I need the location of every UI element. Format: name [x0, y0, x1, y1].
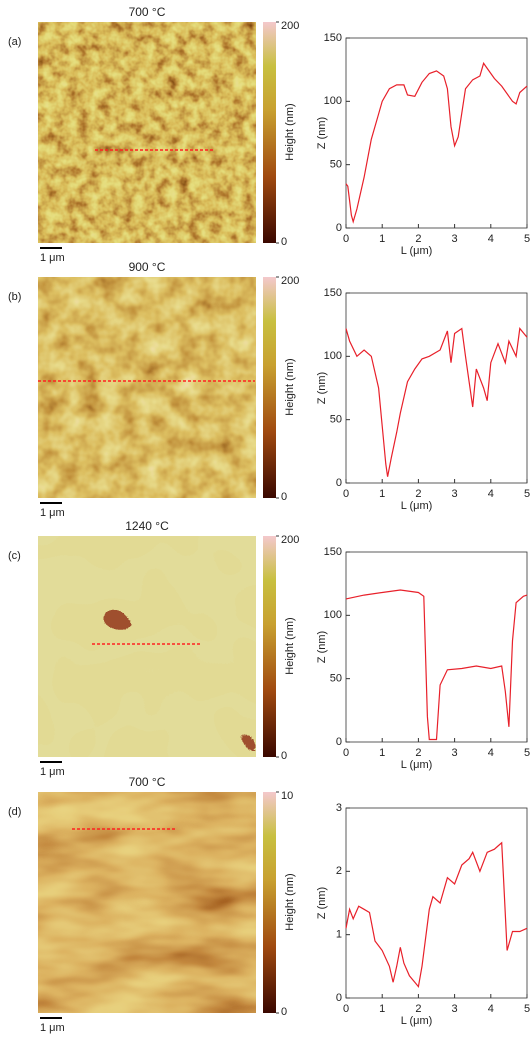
- y-tick-label: 2: [336, 865, 342, 877]
- y-tick-label: 1: [336, 929, 342, 941]
- x-axis-label: L (μm): [401, 759, 433, 771]
- colorbar-tick-label: 10: [281, 790, 293, 802]
- panel: (d) 700 °C 1 μm 0 10 Height (nm) 0 1 2 3 0 1 2 3 4 5 L (…: [8, 775, 530, 1034]
- colorbar: [263, 536, 276, 757]
- y-axis-label: Z (nm): [316, 117, 328, 149]
- x-axis-label: L (μm): [401, 500, 433, 512]
- y-tick-label: 100: [324, 609, 342, 621]
- colorbar-tick-label: 0: [281, 491, 287, 503]
- y-tick-label: 0: [336, 477, 342, 489]
- panel-title: 700 °C: [129, 5, 166, 19]
- plot-frame: [345, 551, 528, 743]
- x-tick-label: 0: [343, 1003, 349, 1015]
- colorbar-tick-label: 0: [281, 1006, 287, 1018]
- colorbar-label: Height (nm): [284, 358, 296, 415]
- x-tick-label: 3: [452, 488, 458, 500]
- colorbar: [263, 277, 276, 498]
- colorbar: [263, 22, 276, 243]
- y-tick-label: 0: [336, 222, 342, 234]
- x-tick-label: 2: [415, 747, 421, 759]
- panel-label: (a): [8, 36, 21, 48]
- x-axis-label: L (μm): [401, 245, 433, 257]
- panel-label: (d): [8, 806, 21, 818]
- panel-label: (b): [8, 291, 21, 303]
- x-tick-label: 2: [415, 1003, 421, 1015]
- y-tick-label: 150: [324, 287, 342, 299]
- x-tick-label: 2: [415, 233, 421, 245]
- afm-image: [38, 792, 256, 1013]
- x-tick-label: 1: [379, 747, 385, 759]
- scale-bar-label: 1 μm: [40, 507, 65, 519]
- plot-frame: [345, 292, 528, 484]
- x-tick-label: 0: [343, 233, 349, 245]
- colorbar-tick-label: 200: [281, 534, 299, 546]
- scale-bar-label: 1 μm: [40, 766, 65, 778]
- panel: (c) 1240 °C 1 μm 0 200 Height (nm) 0 50 100 150 0 1…: [8, 519, 530, 778]
- y-tick-label: 3: [336, 802, 342, 814]
- afm-image: [38, 22, 256, 243]
- panel-title: 1240 °C: [125, 519, 169, 533]
- x-tick-label: 5: [524, 1003, 530, 1015]
- y-tick-label: 100: [324, 350, 342, 362]
- panel-title: 900 °C: [129, 260, 166, 274]
- y-tick-label: 0: [336, 992, 342, 1004]
- y-tick-label: 50: [330, 673, 342, 685]
- plot-frame: [345, 37, 528, 229]
- x-tick-label: 2: [415, 488, 421, 500]
- profile-line: [345, 589, 528, 741]
- panel-title: 700 °C: [129, 775, 166, 789]
- profile-line: [345, 61, 528, 224]
- colorbar-label: Height (nm): [284, 617, 296, 674]
- colorbar-tick-label: 0: [281, 750, 287, 762]
- x-tick-label: 4: [488, 488, 494, 500]
- x-tick-label: 0: [343, 488, 349, 500]
- x-tick-label: 1: [379, 233, 385, 245]
- x-tick-label: 0: [343, 747, 349, 759]
- colorbar-label: Height (nm): [284, 873, 296, 930]
- y-axis-label: Z (nm): [316, 372, 328, 404]
- y-tick-label: 100: [324, 95, 342, 107]
- profile-line: [345, 327, 528, 477]
- x-tick-label: 3: [452, 1003, 458, 1015]
- x-tick-label: 3: [452, 233, 458, 245]
- panel: (b) 900 °C 1 μm 0 200 Height (nm) 0 50 100 150 0 1 2…: [8, 260, 530, 519]
- y-tick-label: 50: [330, 414, 342, 426]
- colorbar: [263, 792, 276, 1013]
- afm-image: [38, 536, 256, 757]
- plot-frame: [345, 807, 528, 999]
- y-tick-label: 50: [330, 159, 342, 171]
- x-tick-label: 4: [488, 1003, 494, 1015]
- x-tick-label: 4: [488, 747, 494, 759]
- colorbar-tick-label: 200: [281, 275, 299, 287]
- y-tick-label: 150: [324, 546, 342, 558]
- x-tick-label: 3: [452, 747, 458, 759]
- scale-bar-label: 1 μm: [40, 1022, 65, 1034]
- x-axis-label: L (μm): [401, 1015, 433, 1027]
- y-axis-label: Z (nm): [316, 631, 328, 663]
- x-tick-label: 5: [524, 233, 530, 245]
- panel-label: (c): [8, 550, 21, 562]
- x-tick-label: 5: [524, 488, 530, 500]
- x-tick-label: 4: [488, 233, 494, 245]
- colorbar-label: Height (nm): [284, 103, 296, 160]
- y-axis-label: Z (nm): [316, 887, 328, 919]
- colorbar-tick-label: 200: [281, 20, 299, 32]
- x-tick-label: 5: [524, 747, 530, 759]
- panel: (a) 700 °C 1 μm 0 200 Height (nm) 0 50 100 150 0 1 2…: [8, 5, 530, 264]
- scale-bar-label: 1 μm: [40, 252, 65, 264]
- profile-line: [345, 841, 528, 988]
- x-tick-label: 1: [379, 1003, 385, 1015]
- afm-image: [38, 277, 256, 498]
- colorbar-tick-label: 0: [281, 236, 287, 248]
- y-tick-label: 150: [324, 32, 342, 44]
- x-tick-label: 1: [379, 488, 385, 500]
- y-tick-label: 0: [336, 736, 342, 748]
